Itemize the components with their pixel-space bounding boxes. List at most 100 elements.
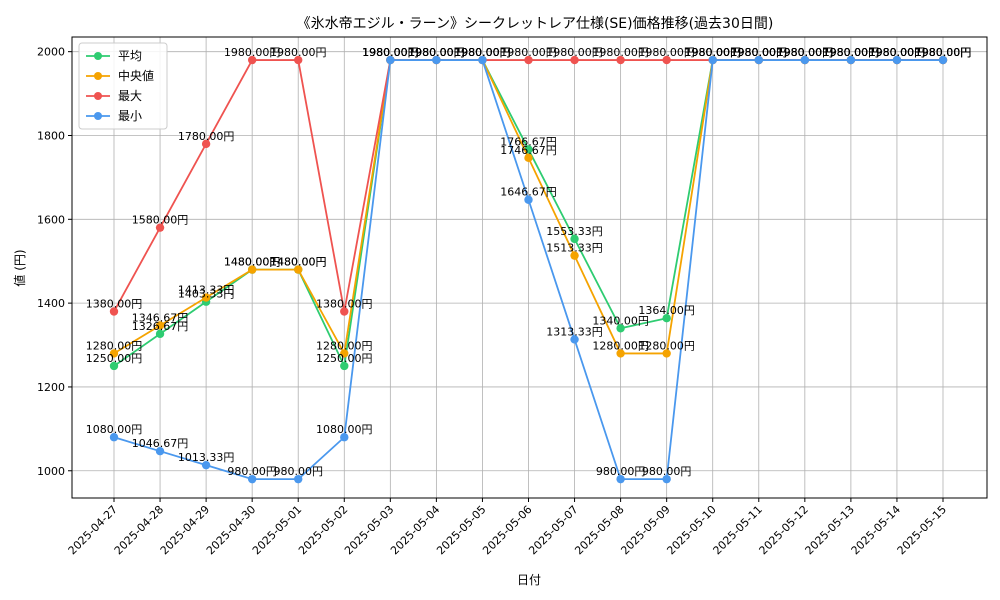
data-point [155,321,165,330]
data-point [155,223,165,232]
data-label: 1280.00円 [592,339,649,352]
data-point [662,55,671,65]
data-point [616,324,625,333]
data-label: 1980.00円 [823,46,880,59]
data-point [155,447,165,456]
data-point [616,349,625,358]
data-point [754,55,763,65]
data-label: 1980.00円 [454,46,511,59]
data-point [109,433,119,442]
data-label: 1280.00円 [86,339,143,352]
data-point [340,349,349,358]
data-label: 1013.33円 [178,451,235,464]
data-label: 1080.00円 [316,423,373,436]
data-label: 1980.00円 [823,46,880,59]
data-label: 1364.00円 [638,304,695,317]
data-point [662,349,671,358]
data-label: 1980.00円 [777,46,834,59]
data-point [109,349,119,358]
data-label: 1553.33円 [546,225,603,238]
chart-title: 《氷水帝エジル・ラーン》シークレットレア仕様(SE)価格推移(過去30日間) [297,16,774,32]
legend-label: 中央値 [118,68,154,83]
data-point [386,55,395,65]
data-label: 1513.33円 [546,242,603,255]
data-point [340,433,349,442]
data-point [478,55,487,65]
data-point [294,55,303,65]
data-label: 1980.00円 [684,46,741,59]
legend-label: 最大 [118,89,142,103]
data-point [201,139,211,149]
data-label-layer: 1250.00円 1326.67円 1403.33円 1480.00円1480.00円… [86,46,972,478]
data-label: 980.00円 [227,465,277,478]
grid-layer [72,37,987,498]
data-label: 1980.00円 [869,46,926,59]
legend-label: 平均 [118,49,142,63]
data-label: 1346.67円 [132,311,189,324]
data-point [662,314,671,323]
data-label: 1980.00円 [731,46,788,59]
data-point [892,55,902,65]
data-label: 1780.00円 [178,130,235,143]
legend-marker [94,72,102,80]
data-label: 1980.00円 [915,46,972,59]
legend-box [78,42,168,130]
data-point [570,251,579,260]
data-point [662,474,671,484]
y-tick-label: 1200 [37,381,65,394]
data-label: 1980.00円 [684,46,741,59]
data-point [340,361,349,371]
data-label: 1580.00円 [132,214,189,227]
data-point [201,460,211,470]
data-point [340,307,349,316]
data-point [938,55,948,65]
data-label: 1980.00円 [869,46,926,59]
data-point [616,55,625,65]
legend-label: 最小 [118,109,142,123]
data-label: 1980.00円 [731,46,788,59]
data-label: 1980.00円 [408,46,465,59]
data-label: 1980.00円 [777,46,834,59]
data-label: 1980.00円 [915,46,972,59]
data-label: 1980.00円 [500,46,557,59]
data-label: 980.00円 [596,465,646,478]
data-point [524,195,533,204]
data-label: 1250.00円 [316,352,373,365]
data-point [109,361,119,371]
data-label: 1313.33円 [546,325,603,338]
data-label: 1326.67円 [132,320,189,333]
data-label: 1980.00円 [823,46,880,59]
data-label: 1980.00円 [270,46,327,59]
data-point [432,55,441,65]
data-label: 1980.00円 [777,46,834,59]
data-point [109,307,119,316]
data-label: 1980.00円 [362,46,419,59]
data-label: 1250.00円 [86,352,143,365]
series-layer [109,55,948,484]
data-label: 1980.00円 [684,46,741,59]
y-tick-label: 2000 [37,46,65,59]
data-point [524,55,533,65]
data-label: 1980.00円 [684,46,741,59]
data-label: 1980.00円 [362,46,419,59]
data-label: 1980.00円 [731,46,788,59]
data-label: 1413.33円 [178,284,235,297]
data-point [570,335,579,344]
data-point [155,329,165,339]
data-label: 1280.00円 [638,339,695,352]
data-label: 1480.00円 [224,256,281,269]
y-tick-label: 1600 [37,213,65,226]
data-label: 1480.00円 [270,256,327,269]
legend-marker [94,92,102,100]
data-label: 1980.00円 [638,46,695,59]
data-point [247,265,257,274]
data-point [708,55,717,65]
data-label: 1340.00円 [592,314,649,327]
data-point [524,153,533,163]
data-label: 1046.67円 [132,437,189,450]
legend-marker [94,52,102,60]
data-point [294,474,303,484]
data-label: 1980.00円 [408,46,465,59]
